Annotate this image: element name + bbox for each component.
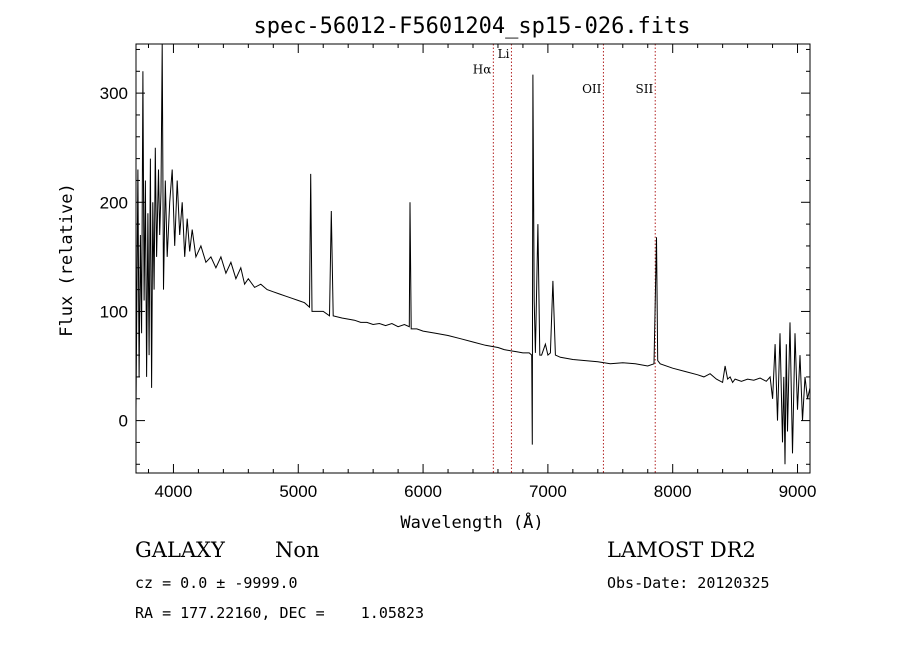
redshift-cz: cz = 0.0 ± -9999.0	[135, 574, 298, 592]
tick-label: 7000	[529, 482, 567, 501]
reference-line-label: Hα	[473, 62, 492, 76]
object-subclass: Non	[275, 538, 320, 562]
plot-frame	[135, 43, 811, 474]
chart-title: spec-56012-F5601204_sp15-026.fits	[253, 14, 690, 39]
axis-ticks: 4000 5000 6000 7000 8000 9000 0 100 200 300	[100, 44, 817, 501]
reference-line-label: Li	[498, 47, 510, 61]
tick-label: 6000	[404, 482, 442, 501]
tick-label: 4000	[155, 482, 193, 501]
ra-dec-coords: RA = 177.22160, DEC = 1.05823	[135, 604, 424, 622]
y-axis-label: Flux (relative)	[57, 183, 77, 337]
tick-label: 5000	[279, 482, 317, 501]
tick-label: 0	[119, 412, 128, 431]
survey-name: LAMOST DR2	[607, 538, 756, 562]
tick-label: 100	[100, 302, 128, 321]
obs-date: Obs-Date: 20120325	[607, 574, 770, 592]
tick-label: 300	[100, 84, 128, 103]
object-class: GALAXY	[135, 538, 225, 562]
tick-label: 200	[100, 193, 128, 212]
tick-label: 9000	[779, 482, 817, 501]
tick-label: 8000	[654, 482, 692, 501]
x-axis-label: Wavelength (Å)	[400, 511, 543, 533]
reference-line-label: OII	[582, 82, 602, 96]
spectrum-line	[135, 43, 811, 465]
reference-line-label: SII	[636, 82, 654, 96]
reference-lines: Hα Li OII SII	[473, 44, 656, 473]
